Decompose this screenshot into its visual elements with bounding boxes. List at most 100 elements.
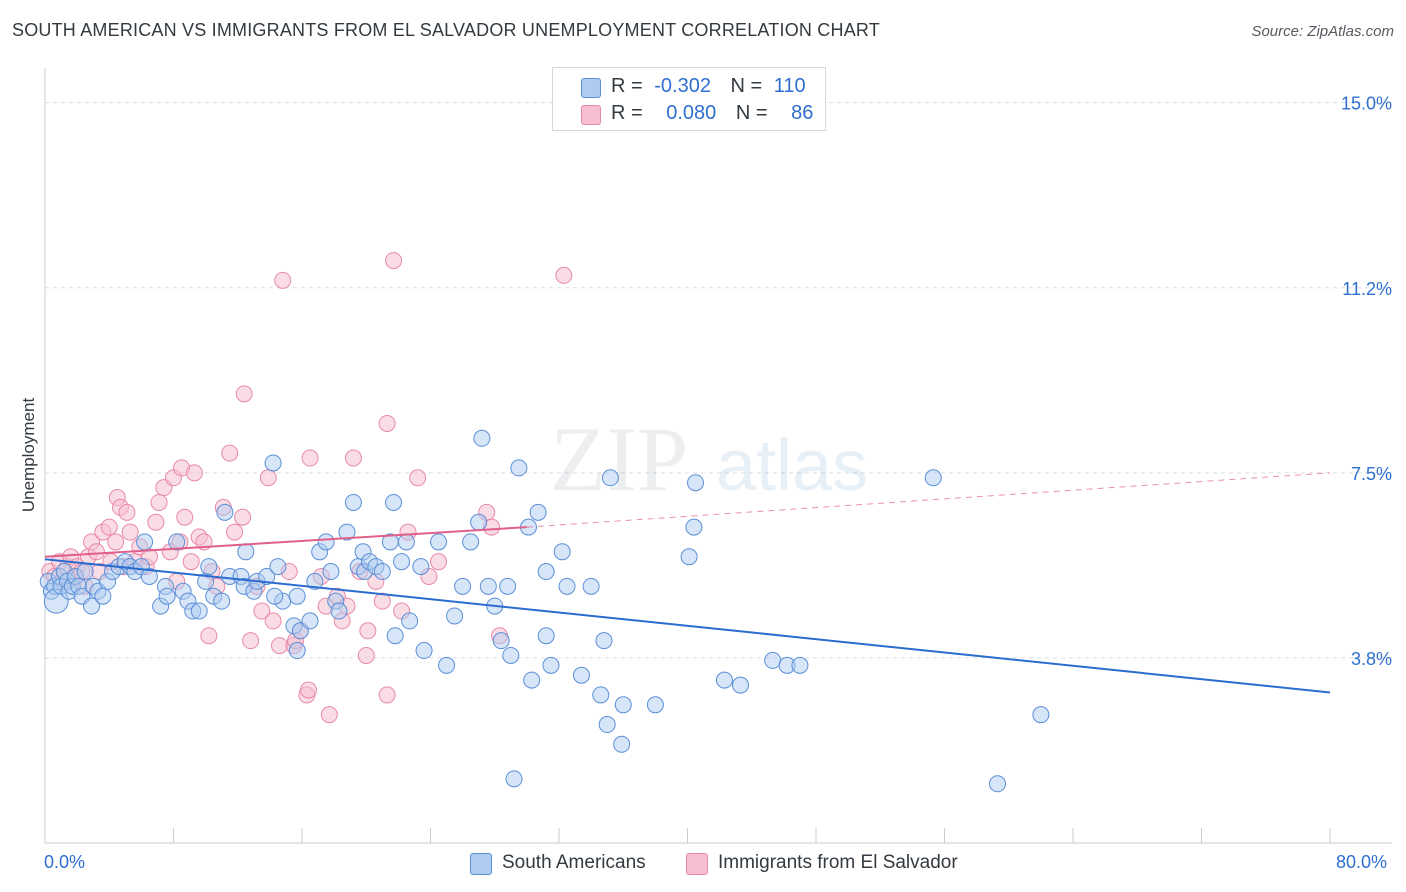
pink-point-36 [182, 553, 200, 571]
pink-point-17 [107, 533, 125, 551]
pink-point-15 [100, 518, 118, 536]
watermark-zip: ZIP [550, 408, 688, 510]
x-axis-min-label: 0.0% [44, 852, 86, 872]
blue-point-78 [454, 577, 472, 595]
blue-point-30 [168, 533, 186, 551]
trend-lines [44, 472, 1331, 694]
blue-point-95 [601, 469, 619, 487]
bottom-legend-label-pink: Immigrants from El Salvador [718, 852, 958, 873]
legend-n-label-2: N = [735, 102, 768, 124]
pink-point-47 [235, 385, 253, 403]
legend-n-value-1: 110 [773, 75, 806, 97]
blue-point-34 [190, 602, 208, 620]
blue-point-77 [446, 607, 464, 625]
blue-point-80 [470, 513, 488, 531]
pink-point-84 [299, 681, 317, 699]
blue-point-85 [502, 646, 520, 664]
legend-swatch-blue [581, 78, 601, 98]
blue-point-103 [715, 671, 733, 689]
blue-point-88 [537, 563, 555, 581]
blue-point-61 [344, 493, 362, 511]
blue-point-74 [415, 642, 433, 660]
pink-point-48 [242, 632, 260, 650]
pink-point-76 [409, 469, 427, 487]
pink-point-54 [274, 271, 292, 289]
blue-point-67 [373, 563, 391, 581]
pink-point-27 [147, 513, 165, 531]
legend-n-value-2: 86 [791, 102, 814, 124]
blue-point-94 [592, 686, 610, 704]
blue-point-115 [529, 503, 547, 521]
blue-point-119 [523, 671, 541, 689]
trend-south-americans [44, 558, 1331, 694]
blue-point-108 [924, 469, 942, 487]
blue-point-60 [338, 523, 356, 541]
y-tick-label-2: 11.2% [1342, 279, 1392, 299]
blue-point-89 [542, 656, 560, 674]
blue-point-112 [288, 642, 306, 660]
series-south-americans-points [39, 429, 1050, 793]
blue-point-17 [94, 587, 112, 605]
pink-point-67 [344, 449, 362, 467]
pink-point-83 [357, 646, 375, 664]
blue-point-48 [269, 558, 287, 576]
bottom-legend-swatch-pink [686, 853, 708, 875]
blue-point-104 [732, 676, 750, 694]
legend-r-label-2: R = [611, 102, 643, 124]
blue-point-99 [537, 627, 555, 645]
blue-point-107 [791, 656, 809, 674]
y-tick-label-3: 15.0% [1341, 94, 1392, 114]
blue-point-101 [685, 518, 703, 536]
blue-point-72 [401, 612, 419, 630]
blue-point-116 [553, 543, 571, 561]
blue-point-43 [237, 543, 255, 561]
axes [44, 68, 1392, 844]
legend-r-value-1: -0.302 [654, 75, 711, 97]
blue-point-109 [1032, 706, 1050, 724]
y-tick-label-0: 3.8% [1351, 649, 1392, 669]
pink-point-51 [259, 469, 277, 487]
blue-point-36 [200, 558, 218, 576]
blue-point-110 [989, 775, 1007, 793]
blue-point-102 [680, 548, 698, 566]
blue-point-105 [764, 651, 782, 669]
y-tick-label-1: 7.5% [1351, 464, 1392, 484]
blue-point-92 [595, 632, 613, 650]
blue-point-114 [385, 493, 403, 511]
watermark-atlas: atlas [716, 426, 868, 506]
blue-point-73 [412, 558, 430, 576]
blue-point-69 [386, 627, 404, 645]
pink-point-37 [185, 464, 203, 482]
trend-immigrants [44, 526, 527, 558]
pink-point-60 [301, 449, 319, 467]
blue-point-26 [140, 567, 158, 585]
blue-point-118 [505, 770, 523, 788]
pink-point-82 [555, 266, 573, 284]
blue-point-113 [266, 587, 284, 605]
legend-r-value-2: 0.080 [666, 102, 717, 124]
legend-swatch-pink [581, 105, 601, 125]
blue-point-81 [473, 429, 491, 447]
y-tick-labels: 3.8% 7.5% 11.2% 15.0% [1341, 94, 1392, 669]
blue-point-40 [216, 503, 234, 521]
pink-point-52 [264, 612, 282, 630]
pink-point-12 [87, 543, 105, 561]
pink-point-69 [359, 622, 377, 640]
blue-point-57 [322, 563, 340, 581]
blue-point-56 [317, 533, 335, 551]
legend-n-label-1: N = [730, 75, 763, 97]
blue-point-76 [438, 656, 456, 674]
blue-point-111 [687, 474, 705, 492]
blue-point-25 [136, 533, 154, 551]
blue-point-38 [213, 592, 231, 610]
pink-point-44 [221, 444, 239, 462]
pink-point-35 [176, 508, 194, 526]
pink-point-71 [373, 592, 391, 610]
bottom-legend-swatch-blue [470, 853, 492, 875]
trend-immigrants-projection [526, 472, 1331, 528]
blue-point-91 [582, 577, 600, 595]
blue-point-100 [646, 696, 664, 714]
blue-point-13 [76, 563, 94, 581]
blue-point-98 [614, 696, 632, 714]
blue-point-86 [510, 459, 528, 477]
